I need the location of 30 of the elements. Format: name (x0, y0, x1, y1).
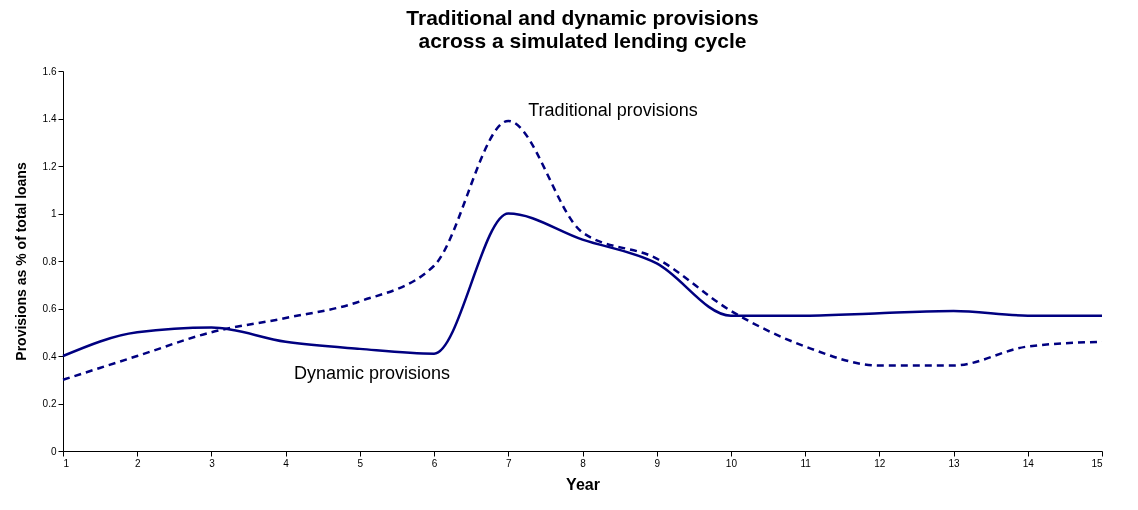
text: across a simulated lending cycle (418, 29, 747, 52)
y-tick-label: 0.2 (42, 398, 57, 409)
y-tick-label: 0 (50, 445, 57, 457)
x-tick-label: 8 (580, 457, 587, 469)
series-label: Traditional provisions (528, 99, 698, 120)
x-tick-label: 7 (506, 457, 512, 469)
x-tick-label: 14 (1022, 457, 1035, 469)
x-tick-label: 12 (874, 457, 886, 469)
y-tick-label: 0.6 (42, 303, 57, 314)
x-tick-label: 10 (725, 457, 738, 469)
x-tick-label: 1 (63, 457, 70, 469)
x-tick-label: 15 (1091, 457, 1103, 469)
x-tick-label: 11 (800, 457, 812, 469)
x-tick-label: 13 (948, 457, 961, 469)
y-tick-label: 0.4 (42, 350, 57, 362)
y-tick-label: 1.6 (42, 65, 57, 77)
x-tick-label: 9 (654, 457, 661, 469)
x-tick-label: 5 (357, 457, 364, 469)
y-axis-title: Provisions as % of total loans (12, 162, 29, 361)
y-tick-label: 1.2 (42, 160, 57, 172)
x-tick-label: 2 (134, 457, 141, 469)
series-label: Dynamic provisions (294, 362, 451, 383)
x-tick-label: 4 (283, 457, 290, 469)
y-tick-label: 1 (50, 208, 57, 219)
x-tick-label: 6 (431, 457, 438, 469)
y-tick-label: 1.4 (42, 113, 57, 124)
y-tick-label: 0.8 (42, 255, 57, 267)
text: Traditional and dynamic provisions (406, 6, 759, 29)
x-axis-title: Year (566, 475, 600, 493)
x-tick-label: 3 (209, 457, 216, 469)
